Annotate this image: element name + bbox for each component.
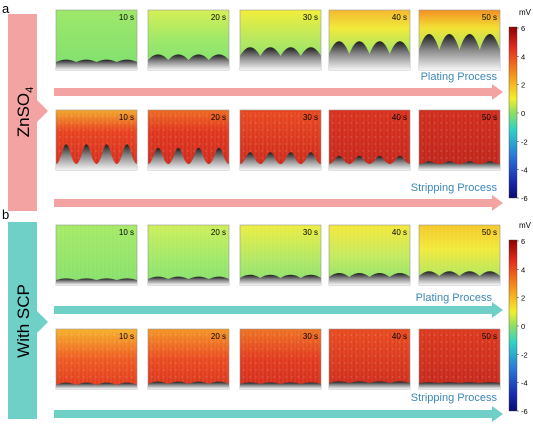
- colorbar-a-tick-label-6: -6: [521, 194, 528, 203]
- plating-b-time-label-4: 40 s: [392, 228, 407, 237]
- znso4-band-arrow: [37, 100, 48, 122]
- colorbar-b-tick-label-3: 0: [521, 322, 525, 331]
- stripping-a-time-label-3: 30 s: [303, 113, 318, 122]
- stripping-b-frame-2: 20 s: [147, 328, 230, 390]
- scp-band-arrow: [37, 311, 48, 333]
- stripping-a-time-label-4: 40 s: [392, 113, 407, 122]
- stripping-b-frame-1: 10 s: [55, 328, 138, 390]
- colorbar-b-tick-label-1: 4: [521, 265, 525, 274]
- colorbar-a-tick-label-5: -4: [521, 166, 528, 175]
- colorbar-b-tick-label-0: 6: [521, 237, 525, 246]
- znso4-band: [8, 14, 37, 211]
- stripping-a-frame-3: 30 s: [239, 109, 322, 171]
- plating-a-frame-1: 10 s: [55, 9, 138, 71]
- scp-side-label: With SCP: [14, 284, 33, 358]
- plating-a-time-label-3: 30 s: [303, 13, 318, 22]
- plating-b-frame-4: 40 s: [328, 224, 411, 286]
- colorbar-a-tick-label-3: 0: [521, 109, 525, 118]
- stripping-b-frame-5: 50 s: [418, 328, 501, 390]
- stripping-b-frame-3: 30 s: [239, 328, 322, 390]
- colorbar-b-tick-label-5: -4: [521, 379, 528, 388]
- colorbar-a: [508, 26, 518, 199]
- plating-b-time-label-2: 20 s: [211, 228, 226, 237]
- stripping-label-b: Stripping Process: [411, 392, 498, 404]
- stripping-a-frame-5: 50 s: [418, 109, 501, 171]
- stripping-b-time-label-1: 10 s: [119, 332, 134, 341]
- plating-b-frame-5: 50 s: [418, 224, 501, 286]
- colorbar-a-tick-label-1: 4: [521, 52, 525, 61]
- scp-band: [8, 222, 37, 419]
- colorbar-b: [508, 239, 518, 412]
- plating-a-time-label-1: 10 s: [119, 13, 134, 22]
- stripping-a-time-label-5: 50 s: [482, 113, 497, 122]
- colorbar-a-tick-label-4: -2: [521, 137, 528, 146]
- plating-b-time-label-3: 30 s: [303, 228, 318, 237]
- plating-label-b: Plating Process: [416, 292, 493, 304]
- stripping-a-time-label-1: 10 s: [119, 113, 134, 122]
- plating-a-time-label-2: 20 s: [211, 13, 226, 22]
- plating-a-frame-5: 50 s: [418, 9, 501, 71]
- colorbar-a-tick-label-0: 6: [521, 24, 525, 33]
- plating-a-frame-3: 30 s: [239, 9, 322, 71]
- stripping-b-time-label-5: 50 s: [482, 332, 497, 341]
- stripping-b-time-label-4: 40 s: [392, 332, 407, 341]
- colorbar-a-tick-label-2: 2: [521, 81, 525, 90]
- plating-b-time-label-1: 10 s: [119, 228, 134, 237]
- panel-b-letter: b: [2, 207, 9, 222]
- stripping-a-frame-1: 10 s: [55, 109, 138, 171]
- plating-a-frame-4: 40 s: [328, 9, 411, 71]
- plating-label-a: Plating Process: [421, 71, 498, 83]
- plating-arrow-b: [54, 302, 503, 318]
- panel-a-letter: a: [2, 1, 10, 16]
- colorbar-b-tick-label-2: 2: [521, 294, 525, 303]
- plating-b-frame-3: 30 s: [239, 224, 322, 286]
- plating-a-time-label-4: 40 s: [392, 13, 407, 22]
- plating-a-time-label-5: 50 s: [482, 13, 497, 22]
- colorbar-b-tick-label-6: -6: [521, 407, 528, 416]
- stripping-arrow-a: [54, 195, 503, 211]
- plating-a-frame-2: 20 s: [147, 9, 230, 71]
- plating-arrow-a: [54, 84, 503, 100]
- colorbar-b-tick-label-4: -2: [521, 350, 528, 359]
- stripping-a-frame-4: 40 s: [328, 109, 411, 171]
- stripping-b-time-label-3: 30 s: [303, 332, 318, 341]
- plating-b-frame-1: 10 s: [55, 224, 138, 286]
- colorbar-b-unit: mV: [519, 221, 532, 230]
- stripping-a-time-label-2: 20 s: [211, 113, 226, 122]
- plating-b-time-label-5: 50 s: [482, 228, 497, 237]
- znso4-side-label: ZnSO4: [14, 87, 36, 138]
- stripping-label-a: Stripping Process: [411, 182, 498, 194]
- colorbar-a-unit: mV: [519, 8, 532, 17]
- plating-b-frame-2: 20 s: [147, 224, 230, 286]
- stripping-b-frame-4: 40 s: [328, 328, 411, 390]
- stripping-arrow-b: [54, 406, 503, 422]
- stripping-a-frame-2: 20 s: [147, 109, 230, 171]
- stripping-b-time-label-2: 20 s: [211, 332, 226, 341]
